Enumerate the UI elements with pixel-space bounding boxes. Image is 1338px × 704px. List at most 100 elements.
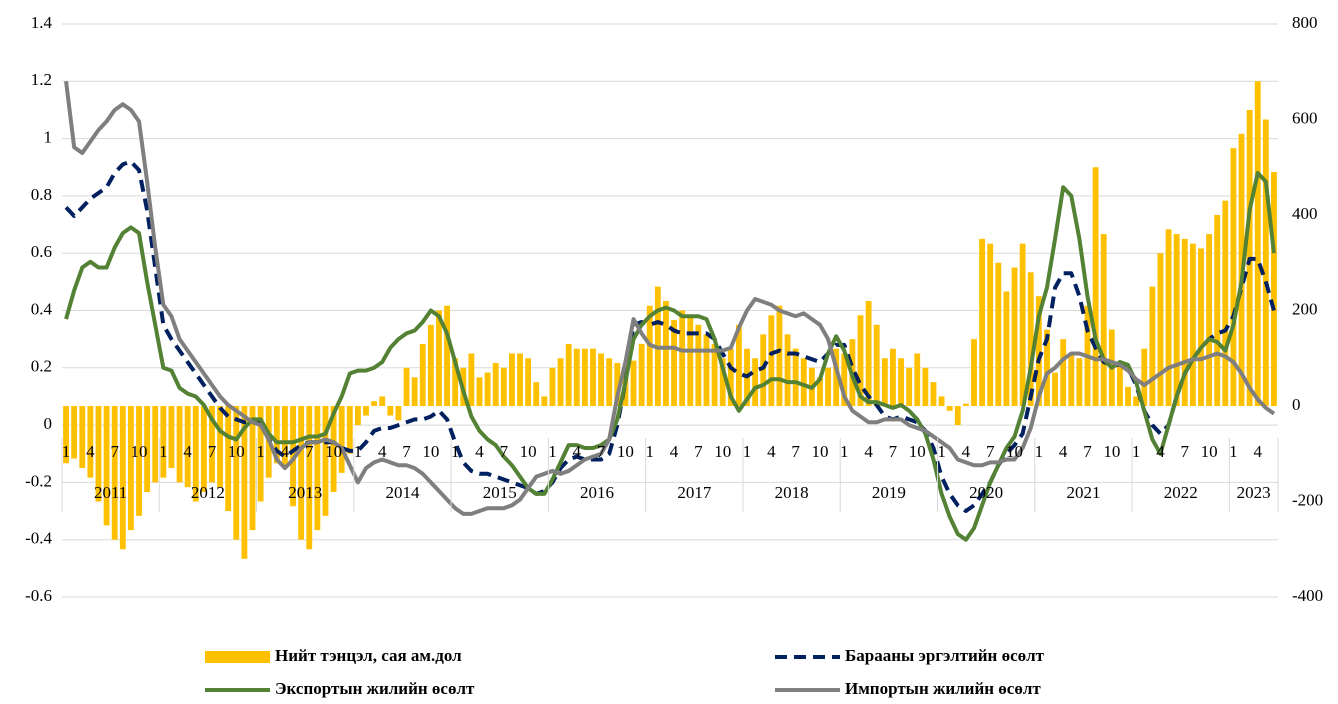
bar xyxy=(176,406,183,483)
x-tick-label: 10 xyxy=(228,442,245,461)
bar xyxy=(306,406,313,550)
y2-tick-label: 600 xyxy=(1292,108,1318,127)
bar xyxy=(898,358,904,406)
bar xyxy=(979,238,986,406)
bar xyxy=(1003,291,1010,406)
x-tick-label: 7 xyxy=(986,442,995,461)
bar xyxy=(160,406,167,478)
bar xyxy=(760,334,767,406)
x-tick-label: 7 xyxy=(1083,442,1092,461)
x-tick-label: 1 xyxy=(451,442,460,461)
bar xyxy=(1271,172,1277,406)
bar xyxy=(768,315,775,406)
bar xyxy=(719,358,726,406)
bar xyxy=(63,406,69,464)
bar xyxy=(735,324,742,406)
bar xyxy=(679,310,686,406)
bar xyxy=(930,382,937,406)
y-tick-label: 0.8 xyxy=(31,185,52,204)
x-tick-label: 7 xyxy=(791,442,800,461)
bar xyxy=(209,406,215,483)
year-label: 2021 xyxy=(1066,483,1100,502)
x-tick-label: 4 xyxy=(1059,442,1068,461)
bar xyxy=(638,343,645,406)
bar xyxy=(249,406,256,531)
x-tick-label: 10 xyxy=(1201,442,1218,461)
x-tick-label: 7 xyxy=(208,442,217,461)
bar xyxy=(1027,272,1034,406)
legend-label: Экспортын жилийн өсөлт xyxy=(275,679,475,698)
x-tick-label: 4 xyxy=(767,442,776,461)
x-tick-label: 1 xyxy=(743,442,752,461)
x-tick-label: 10 xyxy=(1006,442,1023,461)
y2-tick-label: -400 xyxy=(1292,586,1323,605)
x-tick-label: 10 xyxy=(325,442,342,461)
bar xyxy=(590,348,596,406)
bar xyxy=(987,243,994,406)
bar xyxy=(630,360,637,406)
x-tick-label: 4 xyxy=(378,442,387,461)
bar xyxy=(241,406,248,559)
legend-label: Барааны эргэлтийн өсөлт xyxy=(845,646,1045,665)
bar xyxy=(395,406,402,421)
bar xyxy=(452,358,459,406)
bar xyxy=(119,406,126,550)
bar xyxy=(581,348,588,406)
bar xyxy=(192,406,199,502)
bar xyxy=(1254,81,1261,407)
y2-tick-label: 800 xyxy=(1292,13,1318,32)
year-label: 2014 xyxy=(385,483,420,502)
y-tick-label: 1 xyxy=(44,128,53,147)
bar xyxy=(492,363,499,406)
bar xyxy=(500,367,507,406)
bar xyxy=(411,377,418,406)
bar xyxy=(914,353,921,406)
bar xyxy=(606,358,613,406)
y-tick-label: -0.2 xyxy=(25,471,52,490)
bar xyxy=(752,358,759,406)
x-tick-label: 1 xyxy=(1132,442,1141,461)
bar xyxy=(419,343,426,406)
bar xyxy=(727,348,734,406)
bar xyxy=(906,367,913,406)
bar xyxy=(695,324,702,406)
year-label: 2017 xyxy=(677,483,712,502)
bar xyxy=(711,343,718,406)
x-tick-label: 4 xyxy=(573,442,582,461)
legend-swatch xyxy=(205,651,270,663)
y-tick-label: 0.4 xyxy=(31,299,53,318)
year-label: 2023 xyxy=(1237,483,1271,502)
bar xyxy=(322,406,329,516)
bar xyxy=(517,353,523,406)
bar xyxy=(614,363,621,406)
x-tick-label: 7 xyxy=(597,442,606,461)
bar xyxy=(687,315,694,406)
bar xyxy=(1125,386,1131,406)
bar xyxy=(354,406,361,426)
bar xyxy=(1019,243,1026,406)
bar xyxy=(549,367,556,406)
year-label: 2015 xyxy=(483,483,517,502)
x-tick-label: 10 xyxy=(714,442,731,461)
x-tick-label: 1 xyxy=(645,442,654,461)
bar xyxy=(1117,363,1123,406)
bar xyxy=(468,353,475,406)
bar xyxy=(1206,234,1213,406)
bar xyxy=(776,305,783,406)
bar xyxy=(103,406,110,526)
bar xyxy=(1157,253,1164,406)
year-label: 2020 xyxy=(969,483,1003,502)
bar xyxy=(168,406,175,469)
x-tick-label: 1 xyxy=(354,442,363,461)
bar xyxy=(257,406,264,502)
bar xyxy=(663,300,669,406)
x-tick-label: 1 xyxy=(159,442,168,461)
bar xyxy=(1133,396,1140,406)
x-tick-label: 1 xyxy=(548,442,557,461)
x-tick-label: 4 xyxy=(183,442,192,461)
bar xyxy=(1181,238,1188,406)
bar xyxy=(387,406,394,416)
year-label: 2018 xyxy=(775,483,809,502)
x-tick-label: 10 xyxy=(909,442,926,461)
y2-tick-label: 400 xyxy=(1292,204,1318,223)
